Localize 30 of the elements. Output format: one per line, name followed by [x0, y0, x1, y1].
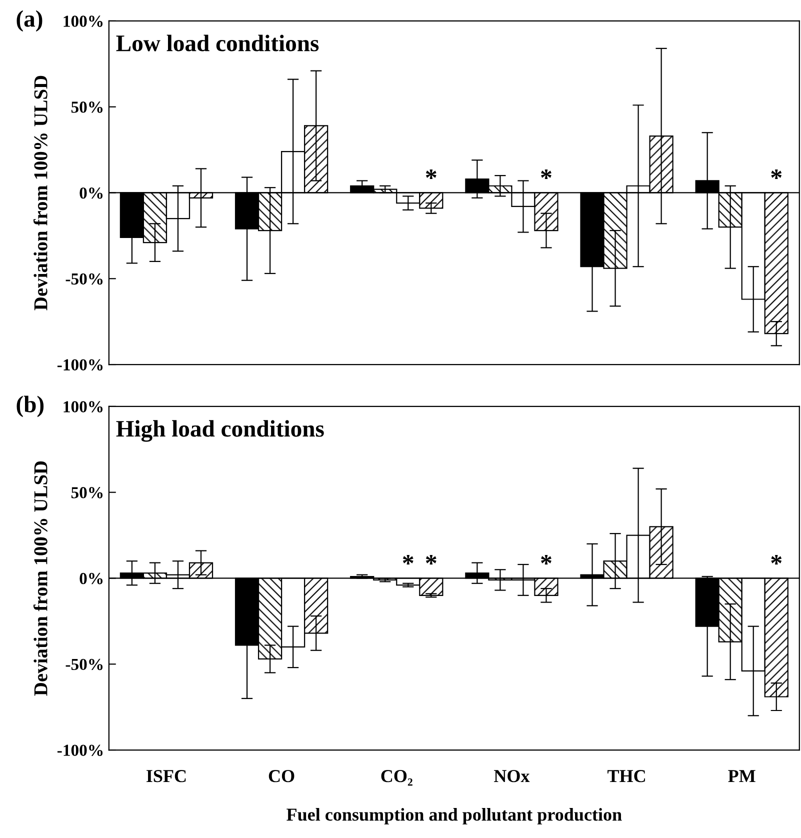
y-tick-label: -100% [57, 744, 103, 756]
data-label: * [771, 170, 782, 179]
x-tick-label: ISFC [146, 770, 186, 782]
data-label: * [541, 555, 552, 564]
y-tick-label: -50% [66, 658, 103, 670]
text: High load conditions [116, 420, 324, 442]
x-tick-label: NOx [494, 770, 530, 782]
x-tick-label: PM [728, 770, 756, 782]
x-tick-label: CO₂ [381, 770, 412, 786]
y-tick-label: -100% [57, 359, 103, 371]
x-tick-label: CO [268, 770, 294, 782]
text: (b) [16, 396, 44, 418]
x-tick-label: THC [608, 770, 645, 782]
y-tick-label: 100% [64, 401, 103, 412]
y-tick-label: 0% [80, 187, 103, 199]
y-tick-label: -50% [66, 273, 103, 285]
text: (a) [16, 10, 42, 32]
y-axis-title: Deviation from 100% ULSD [33, 461, 48, 696]
data-label: * [426, 170, 436, 179]
y-tick-label: 0% [80, 572, 103, 584]
data-label: * [541, 170, 552, 179]
y-tick-label: 50% [71, 102, 103, 113]
chart-title: Low load conditions [116, 34, 319, 52]
y-tick-label: 100% [64, 16, 103, 27]
y-tick-label: 50% [71, 487, 103, 498]
data-label: * [771, 555, 782, 564]
y-axis-title: Deviation from 100% ULSD [33, 76, 48, 310]
data-label: * [426, 555, 436, 564]
x-axis-title: Fuel consumption and pollutant production [286, 808, 622, 824]
data-label: * [402, 555, 414, 564]
